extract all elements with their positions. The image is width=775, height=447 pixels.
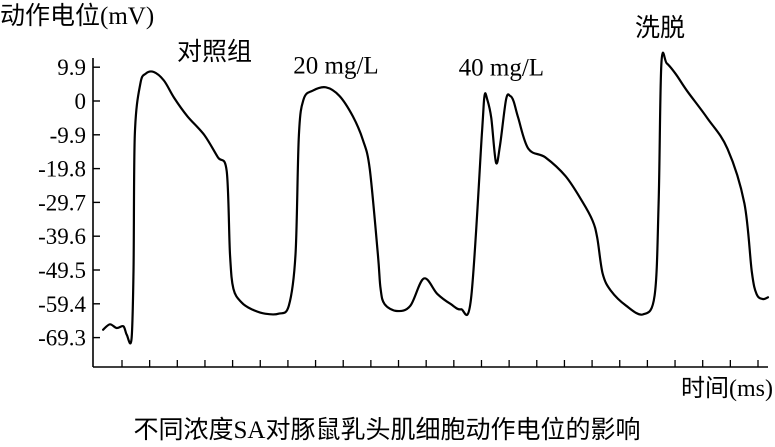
annotation-label: 20 mg/L bbox=[293, 53, 378, 80]
y-tick-label: -59.4 bbox=[38, 292, 86, 317]
annotation-label: 对照组 bbox=[177, 38, 252, 66]
series-layer bbox=[102, 51, 770, 345]
y-tick-label: -29.7 bbox=[38, 190, 86, 215]
x-axis-label: 时间(ms) bbox=[681, 375, 773, 402]
y-axis-label: 动作电位(mV) bbox=[0, 2, 154, 30]
action-potential-line bbox=[102, 51, 770, 345]
y-tick-label: 9.9 bbox=[57, 55, 86, 80]
annotation-label: 40 mg/L bbox=[459, 54, 544, 81]
figure-caption: 不同浓度SA对豚鼠乳头肌细胞动作电位的影响 bbox=[134, 416, 641, 444]
y-tick-label: -19.8 bbox=[38, 157, 86, 182]
y-tick-label: -49.5 bbox=[38, 258, 86, 283]
annotation-layer: 对照组 20 mg/L 40 mg/L 洗脱 bbox=[177, 14, 685, 81]
y-tick-label: -9.9 bbox=[50, 123, 86, 148]
annotation-label: 洗脱 bbox=[635, 14, 685, 42]
y-ticks: 9.9 0 -9.9 -19.8 -29.7 -39.6 -49.5 -59.4 -69.3 bbox=[38, 55, 100, 351]
x-ticks bbox=[121, 360, 759, 367]
y-tick-label: -69.3 bbox=[38, 326, 86, 351]
y-tick-label: -39.6 bbox=[38, 224, 86, 249]
y-tick-label: 0 bbox=[75, 89, 87, 114]
